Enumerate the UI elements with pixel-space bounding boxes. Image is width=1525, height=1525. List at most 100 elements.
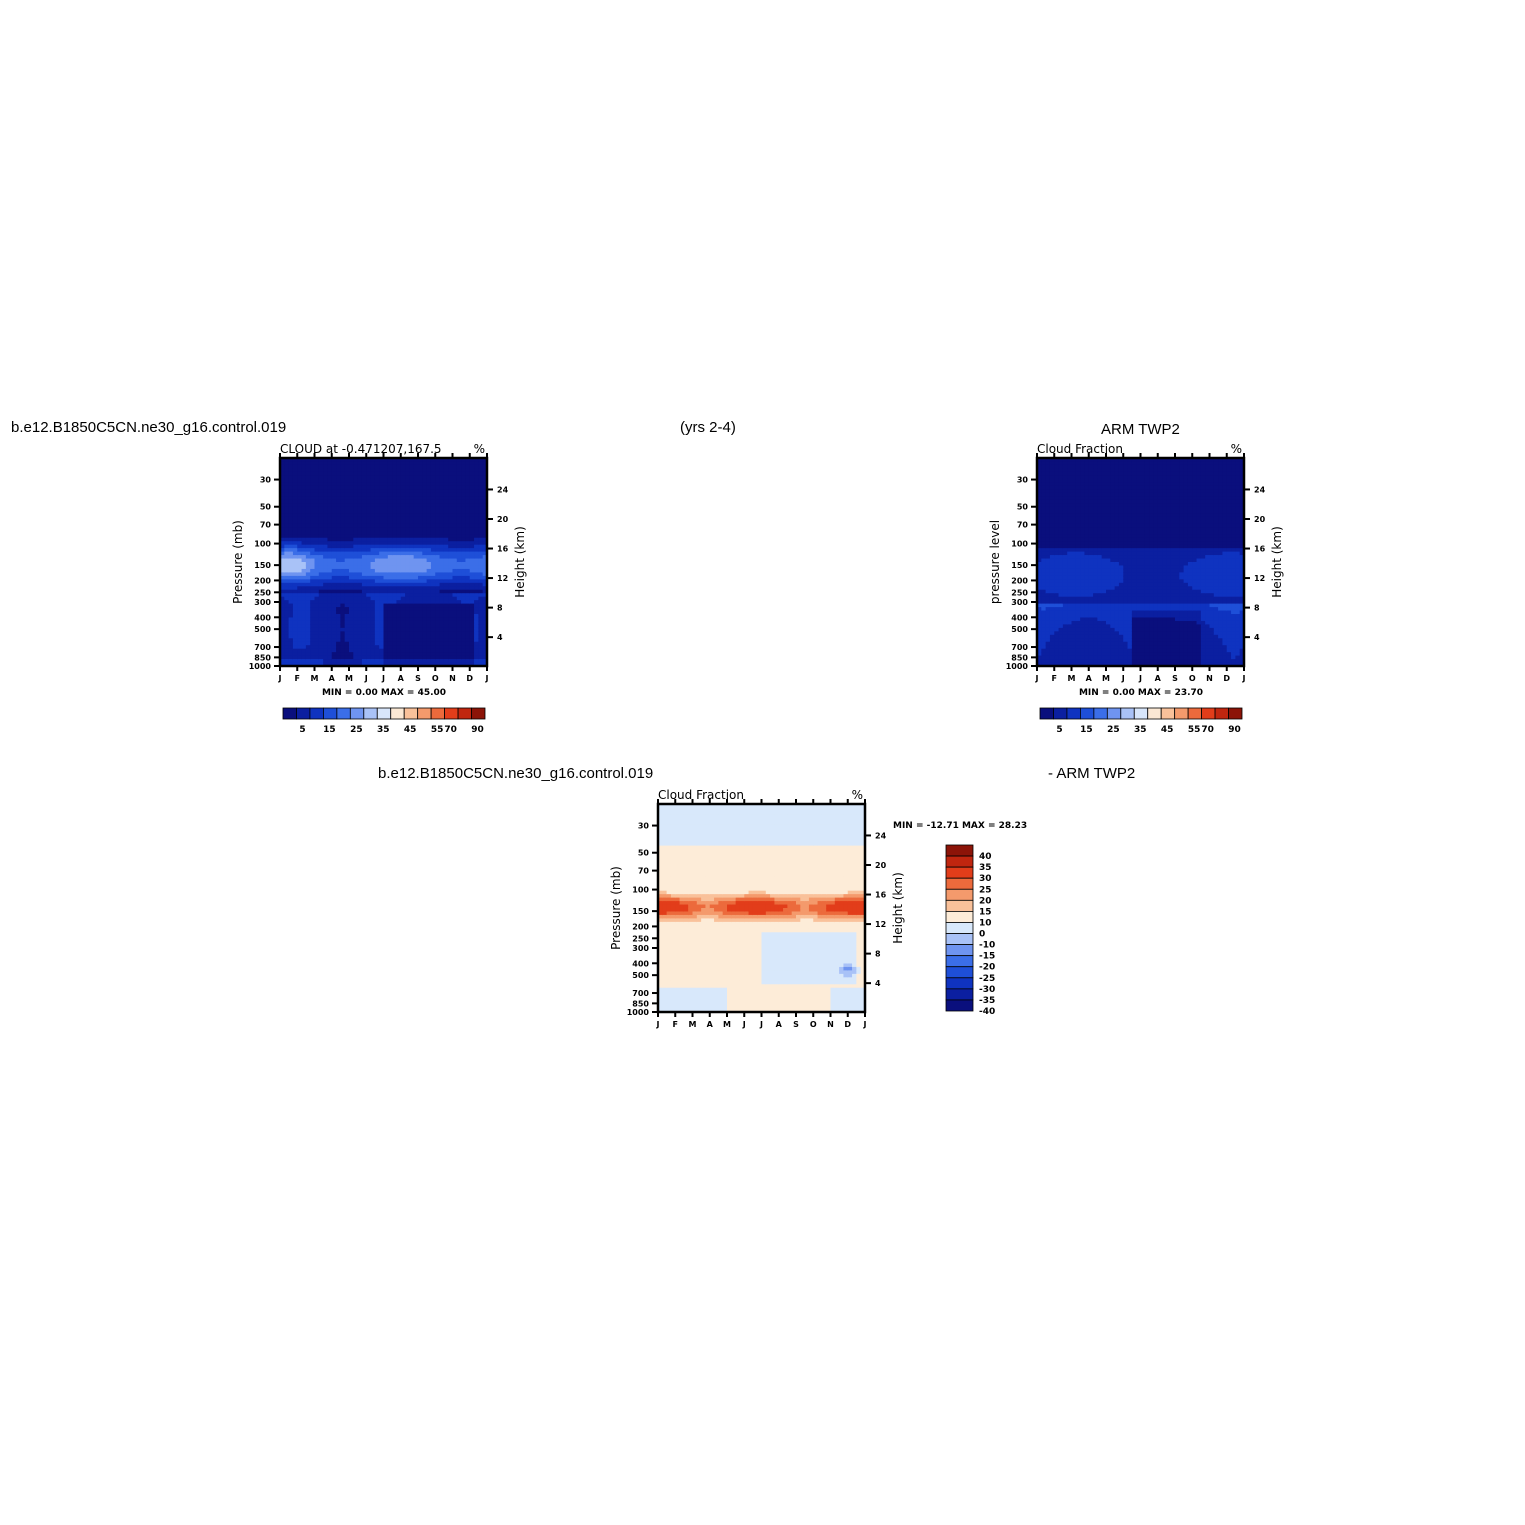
field-cell <box>1136 662 1142 667</box>
field-cell <box>461 572 467 577</box>
field-cell <box>1084 530 1090 535</box>
field-cell <box>297 614 303 619</box>
field-cell <box>430 523 436 528</box>
field-cell <box>1149 471 1155 476</box>
field-cell <box>1140 589 1146 594</box>
field-cell <box>1058 620 1064 625</box>
field-cell <box>301 516 307 521</box>
field-cell <box>1062 596 1068 601</box>
field-cell <box>1097 485 1103 490</box>
field-cell <box>331 582 337 587</box>
field-cell <box>370 558 376 563</box>
field-cell <box>409 589 415 594</box>
field-cell <box>478 568 484 573</box>
field-cell <box>1162 624 1167 629</box>
field-cell <box>405 468 410 473</box>
field-cell <box>465 471 471 476</box>
field-cell <box>1127 662 1133 667</box>
field-cell <box>1097 523 1103 528</box>
field-cell <box>280 565 285 570</box>
field-cell <box>1140 638 1146 643</box>
field-cell <box>318 503 324 508</box>
field-cell <box>392 655 398 660</box>
field-cell <box>323 544 329 549</box>
field-cell <box>474 596 479 601</box>
field-cell <box>1037 648 1042 653</box>
field-cell <box>422 593 428 598</box>
field-cell <box>418 520 423 525</box>
field-cell <box>344 565 350 570</box>
field-cell <box>426 458 432 463</box>
field-cell <box>422 530 428 535</box>
field-cell <box>366 572 372 577</box>
field-cell <box>1075 648 1081 653</box>
field-cell <box>340 530 346 535</box>
field-cell <box>1144 513 1150 518</box>
field-cell <box>292 482 298 487</box>
field-cell <box>379 492 385 497</box>
field-cell <box>1041 610 1047 615</box>
field-cell <box>1144 614 1150 619</box>
field-cell <box>422 548 428 553</box>
field-cell <box>314 506 320 511</box>
field-cell <box>331 555 337 560</box>
field-cell <box>1162 662 1167 667</box>
field-cell <box>478 627 484 632</box>
field-cell <box>1093 589 1098 594</box>
field-cell <box>1101 634 1107 639</box>
field-cell <box>318 534 324 539</box>
field-cell <box>396 548 402 553</box>
field-cell <box>478 603 484 608</box>
field-cell <box>1114 659 1120 664</box>
field-cell <box>1127 510 1133 515</box>
field-cell <box>288 562 294 567</box>
field-cell <box>1131 492 1137 497</box>
field-cell <box>443 617 449 622</box>
field-cell <box>353 464 359 469</box>
field-cell <box>280 492 285 497</box>
field-cell <box>452 562 458 567</box>
field-cell <box>1062 631 1068 636</box>
field-cell <box>1123 555 1129 560</box>
field-cell <box>331 600 337 605</box>
field-cell <box>1123 527 1129 532</box>
field-cell <box>344 534 350 539</box>
field-cell <box>1037 579 1042 584</box>
field-cell <box>379 617 385 622</box>
field-cell <box>1045 641 1051 646</box>
field-cell <box>1097 600 1103 605</box>
field-cell <box>474 575 479 580</box>
field-cell <box>439 464 445 469</box>
field-cell <box>280 579 285 584</box>
field-cell <box>430 475 436 480</box>
field-cell <box>1045 482 1051 487</box>
field-cell <box>392 586 398 591</box>
field-cell <box>1058 537 1064 542</box>
field-cell <box>383 489 389 494</box>
field-cell <box>465 482 471 487</box>
field-cell <box>474 482 479 487</box>
field-cell <box>366 662 372 667</box>
field-cell <box>1080 482 1086 487</box>
field-cell <box>374 607 380 612</box>
field-cell <box>1170 614 1176 619</box>
field-cell <box>1136 579 1142 584</box>
field-cell <box>456 565 462 570</box>
field-cell <box>474 516 479 521</box>
field-cell <box>456 510 462 515</box>
field-cell <box>1067 534 1073 539</box>
field-cell <box>422 496 428 501</box>
field-cell <box>1062 499 1068 504</box>
field-cell <box>318 575 324 580</box>
field-cell <box>284 641 290 646</box>
field-cell <box>1093 603 1098 608</box>
field-cell <box>1153 492 1159 497</box>
field-cell <box>422 562 428 567</box>
field-cell <box>1175 558 1180 563</box>
field-cell <box>349 631 354 636</box>
field-cell <box>1037 565 1042 570</box>
field-cell <box>439 568 445 573</box>
field-cell <box>284 513 290 518</box>
field-cell <box>353 641 359 646</box>
field-cell <box>405 627 410 632</box>
